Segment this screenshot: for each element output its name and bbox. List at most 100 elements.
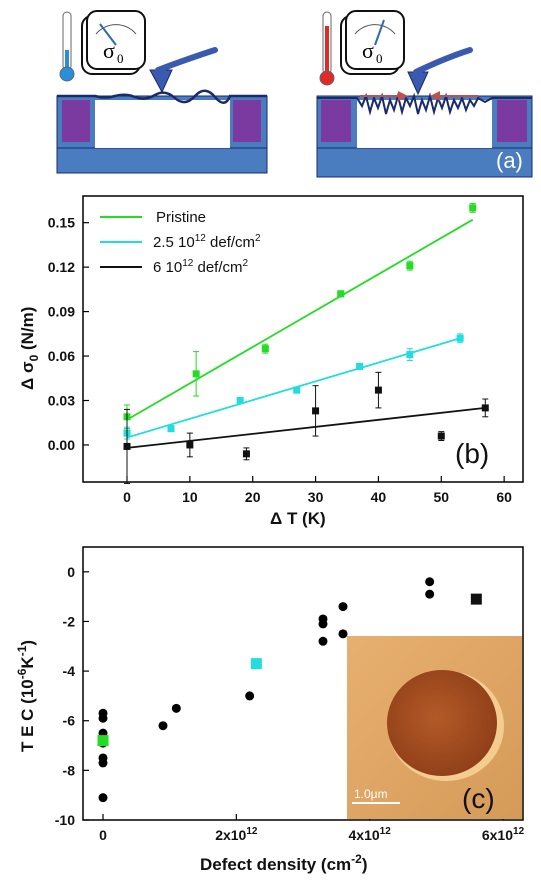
panel-b-ytick-label: 0.03 [48,392,75,408]
right-membrane [317,92,532,116]
panel-b-xtick-label: 10 [182,489,198,505]
panel-c-ylabel-sup: -6 [15,668,29,679]
legend-label-2-5-sup: 12 [195,233,207,244]
data-point-circle [158,721,168,731]
panel-b-ylabel-sub: 0 [27,354,41,361]
data-point-series-1 [167,425,175,433]
right-gauge-scale [354,24,396,35]
panel-b-ytick-label: 0.12 [48,259,75,275]
data-point-series-2 [481,404,489,412]
panel-c-ytick-label: -6 [63,713,76,729]
panel-b-ylabel: Δ σ0 (N/m) [18,307,41,390]
legend-label-2-5-sup2: 2 [255,233,261,244]
fit-line-series-2 [126,407,486,449]
legend-label-2-5: 2.5 1012 def/cm2 [153,233,261,251]
legend-label-2-5-rest: def/cm [206,234,255,251]
panel-c-xtick-label: 2x1012 [215,826,258,843]
data-point-series-2 [186,441,194,449]
left-afm-tip [149,69,173,94]
panel-b-xlabel: Δ T (K) [270,509,326,528]
left-gauge-sub: 0 [117,51,124,66]
panel-b-legend: Pristine 2.5 1012 def/cm2 6 1012 def/cm2 [100,209,261,276]
data-point-series-0 [337,290,345,298]
right-gauge-needle [374,19,385,46]
panel-c-xtick-label-main: 2x10 [215,827,246,843]
data-point-circle [425,589,435,599]
left-trench [95,100,230,148]
data-point-circle [245,691,255,701]
data-point-circle [98,713,108,723]
panel-b-ylabel-unit: (N/m) [18,307,37,355]
data-point-circle [338,629,348,639]
data-point-circle [425,577,435,587]
data-point-series-2 [312,407,320,415]
afm-hole [387,670,497,776]
panel-b-chart: 0 10 20 30 40 50 600.000.030.060.090.120.15 Pr… [18,195,524,528]
data-point-series-1 [356,362,364,370]
panel-c-xtick-label: 6x1012 [482,826,525,843]
panel-b-label: (b) [455,438,489,469]
panel-b-ytick-label: 0.15 [48,215,75,231]
panel-b-frame [82,195,524,483]
panel-c-ytick-label: 0 [67,564,75,580]
right-afm-tip [407,71,429,96]
right-gauge-text: σ [362,38,374,63]
left-setup: σ 0 [56,10,268,174]
left-gauge-front [86,10,146,70]
right-gauge-front [345,10,405,70]
panel-c-ytick-label: -4 [63,663,76,679]
panel-c-label: (c) [462,783,495,814]
panel-c-xtick-label: 4x1012 [349,826,392,843]
panel-c-ylabel-end: ) [18,640,37,646]
left-gauge-scale [95,24,137,35]
data-point-series-1 [456,334,464,342]
data-point-circle [98,793,108,803]
data-point-series-0 [261,345,269,353]
left-substrate [56,144,268,174]
hot-thermometer-fill [325,26,329,74]
panel-c-ylabel-mid: K [18,656,37,669]
panel-c-xlabel: Defect density (cm-2) [200,852,368,874]
data-point-series-1 [293,386,301,394]
legend-label-6-rest: def/cm [193,259,242,276]
right-support-right [497,100,527,142]
legend-label-pristine: Pristine [156,209,206,226]
panel-b-xtick-label: 30 [308,489,324,505]
panel-c-xtick-label-main: 0 [99,827,107,843]
afm-scalebar-label: 1.0μm [354,787,388,801]
legend-label-2-5-main: 2.5 10 [153,234,195,251]
fit-line-series-0 [126,218,474,421]
right-afm-cantilever [413,47,473,75]
data-point-series-2 [242,450,250,458]
data-point-series-0 [406,262,414,270]
legend-label-6-sup: 12 [182,258,194,269]
panel-b-xtick-label: 40 [371,489,387,505]
left-afm-cantilever [155,47,218,73]
data-point-square-2 [470,593,482,605]
legend-label-6: 6 1012 def/cm2 [153,258,249,276]
panel-c-marks [97,577,482,803]
panel-a-label: (a) [496,148,523,173]
panel-b-ytick-label: 0.09 [48,304,75,320]
panel-a-schematic: σ 0 σ [56,10,533,178]
afm-inset: 1.0μm (c) [347,636,522,819]
panel-b-ticks: 0 10 20 30 40 50 60 0.00 0.03 0.06 0.09 0.12 0.15 [48,215,512,505]
cold-thermometer-bulb [59,66,75,82]
panel-b-ylabel-main: Δ σ [18,361,37,390]
panel-c-ytick-label: -8 [63,762,76,778]
data-point-series-2 [123,442,131,450]
left-membrane [57,89,267,104]
panel-b-xtick-label: 0 [123,489,131,505]
data-point-series-2 [374,386,382,394]
panel-c-xtick-label: 0 [99,827,107,843]
cold-thermometer-fill [65,50,69,70]
data-point-circle [318,619,328,629]
data-point-circle [338,602,348,612]
panel-b-marks [123,202,489,484]
panel-b-xtick-label: 60 [496,489,512,505]
right-setup: σ 0 (a) [316,10,533,178]
left-support-left [62,100,90,142]
